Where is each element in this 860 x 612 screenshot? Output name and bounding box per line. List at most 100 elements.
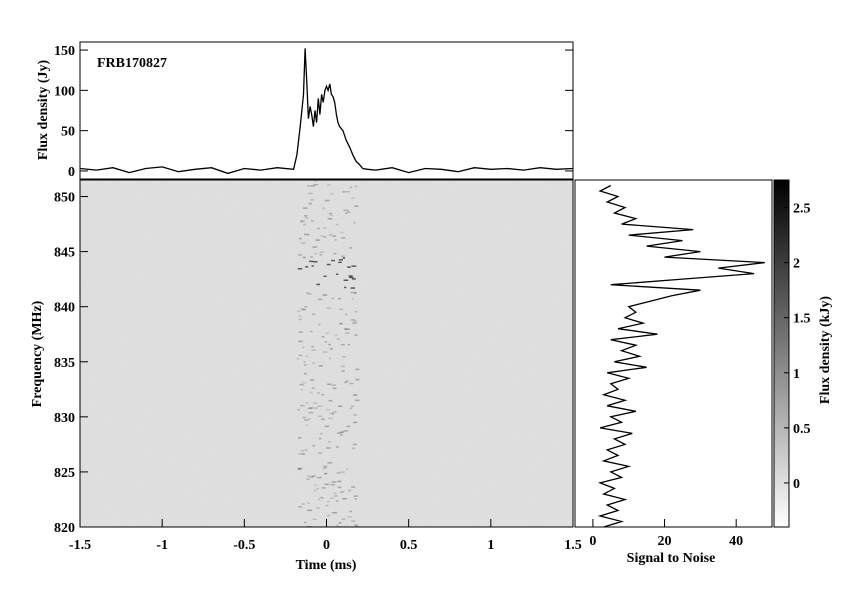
snr-tick-label: 40: [729, 534, 743, 549]
burst-pixel: [309, 476, 314, 478]
burst-pixel: [300, 220, 305, 222]
burst-pixel: [309, 407, 313, 409]
burst-pixel: [338, 297, 341, 300]
burst-pixel: [298, 318, 302, 321]
pulse-profile-frame: [79, 41, 574, 180]
burst-pixel: [312, 444, 315, 447]
burst-pixel: [327, 184, 331, 186]
burst-pixel: [311, 345, 314, 348]
burst-pixel: [349, 382, 354, 385]
burst-pixel: [318, 365, 323, 367]
burst-pixel: [342, 191, 346, 193]
burst-pixel: [350, 276, 354, 279]
burst-pixel: [354, 292, 357, 294]
burst-pixel: [311, 349, 316, 351]
burst-pixel: [336, 273, 339, 275]
burst-pixel: [349, 510, 352, 513]
burst-pixel: [351, 486, 356, 488]
profile-y-tick-label: 150: [54, 44, 75, 59]
burst-pixel: [301, 503, 305, 505]
burst-pixel: [298, 340, 303, 343]
burst-pixel: [321, 393, 324, 396]
burst-pixel: [312, 261, 318, 263]
burst-pixel: [350, 319, 356, 321]
burst-pixel: [297, 467, 303, 470]
burst-pixel: [352, 322, 357, 324]
colorbar-ticks: 0 0.5 1 1.5 2 2.5: [784, 202, 811, 492]
burst-pixel: [314, 484, 317, 486]
snr-tick-label: 20: [658, 534, 672, 549]
burst-pixel: [324, 199, 330, 202]
colorbar-tick-label: 0: [793, 477, 800, 492]
colorbar-gradient: [773, 179, 790, 528]
burst-pixel: [308, 418, 311, 420]
burst-pixel: [348, 275, 353, 277]
burst-pixel: [344, 286, 347, 289]
burst-pixel: [313, 184, 319, 186]
burst-pixel: [353, 443, 357, 446]
burst-pixel: [352, 278, 356, 280]
burst-pixel: [351, 405, 354, 408]
burst-pixel: [340, 344, 345, 346]
frequency-axis-title: Frequency (MHz): [30, 300, 45, 407]
burst-pixel: [304, 215, 308, 217]
burst-pixel: [320, 433, 323, 435]
burst-pixel: [346, 468, 349, 470]
colorbar: 0 0.5 1 1.5 2 2.5 Flux density (kJy): [773, 179, 833, 528]
burst-pixel: [351, 520, 355, 522]
burst-pixel: [338, 261, 342, 264]
burst-pixel: [302, 256, 307, 259]
burst-pixel: [302, 223, 306, 226]
burst-pixel: [351, 197, 355, 199]
burst-pixel: [301, 450, 305, 452]
burst-pixel: [302, 346, 305, 349]
burst-pixel: [335, 223, 339, 226]
burst-pixel: [342, 498, 347, 500]
burst-pixel: [326, 263, 331, 266]
burst-pixel: [315, 239, 320, 241]
burst-pixel: [334, 495, 338, 497]
burst-pixel: [323, 467, 327, 469]
burst-pixel: [345, 313, 348, 316]
burst-pixel: [303, 364, 307, 366]
burst-pixel: [329, 214, 333, 217]
burst-pixel: [311, 265, 314, 267]
burst-pixel: [340, 471, 345, 473]
burst-pixel: [300, 242, 306, 244]
burst-pixel: [328, 234, 333, 236]
waterfall-panel: -1.5 -1 -0.5 0 0.5 1 1.5 820 825 830 835 840 845 850…: [30, 179, 582, 573]
burst-pixel: [341, 370, 345, 372]
spectrum-x-ticks: 0 20 40: [589, 519, 743, 549]
burst-pixel: [329, 357, 332, 360]
burst-pixel: [335, 524, 339, 526]
burst-pixel: [300, 389, 303, 391]
burst-pixel: [310, 330, 313, 333]
burst-pixel: [347, 516, 353, 518]
burst-pixel: [305, 424, 308, 426]
burst-pixel: [324, 341, 328, 343]
burst-pixel: [344, 328, 348, 330]
burst-pixel: [320, 235, 323, 237]
burst-pixel: [325, 409, 330, 411]
burst-pixel: [355, 378, 360, 381]
burst-pixel: [323, 227, 326, 229]
burst-pixel: [313, 407, 318, 409]
burst-pixel: [317, 298, 323, 301]
burst-pixel: [310, 256, 313, 258]
burst-pixel: [312, 402, 318, 404]
burst-pixel: [337, 480, 342, 483]
time-tick-label: -1: [156, 538, 168, 553]
burst-pixel: [333, 252, 337, 255]
burst-pixel: [310, 185, 315, 187]
burst-pixel: [297, 310, 301, 312]
burst-pixel: [347, 343, 351, 346]
burst-pixel: [307, 509, 313, 512]
burst-pixel: [312, 518, 317, 520]
burst-pixel: [305, 355, 309, 358]
burst-pixel: [299, 383, 304, 386]
burst-pixel: [296, 357, 299, 360]
waterfall-x-ticks: -1.5 -1 -0.5 0 0.5 1 1.5: [69, 519, 582, 553]
spectrum-line: [597, 184, 765, 528]
burst-pixel: [318, 452, 323, 454]
burst-pixel: [338, 405, 343, 407]
